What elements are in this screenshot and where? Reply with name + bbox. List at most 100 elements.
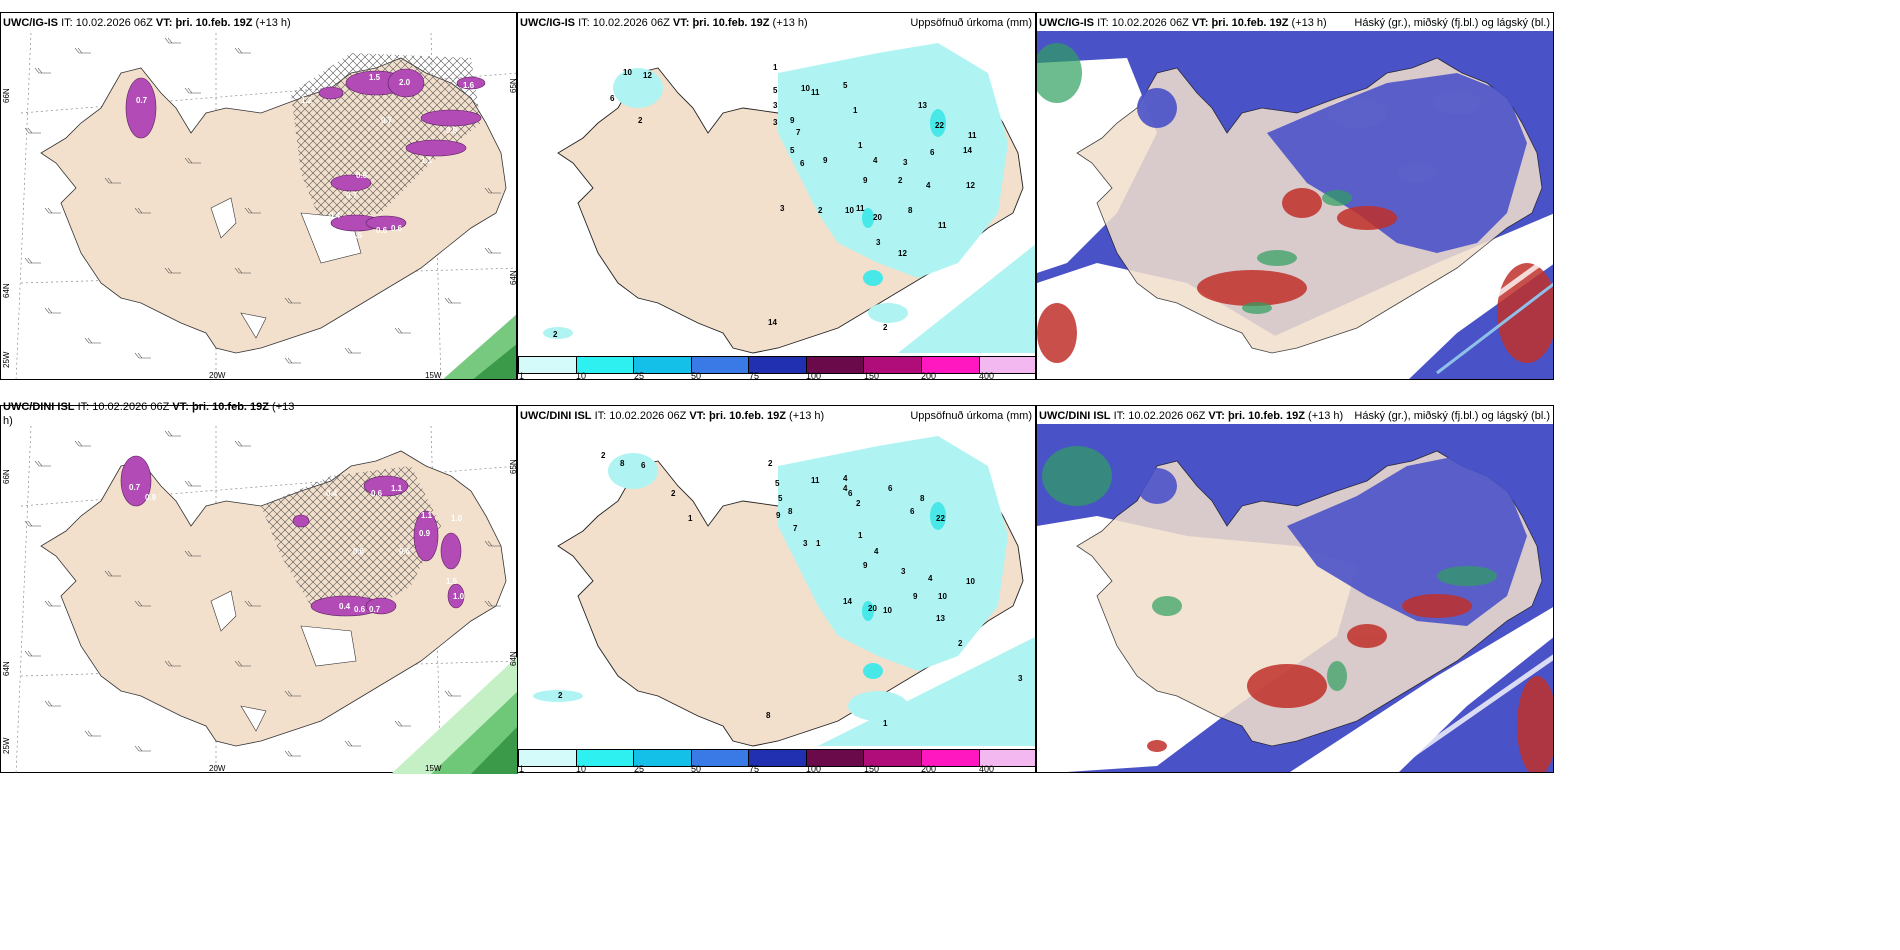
legend-label: 50 [691,371,702,380]
value-label: 0.6 [354,605,366,614]
value-label: 14 [963,146,972,155]
lon-label: 20W [209,764,226,773]
value-label: 13 [918,101,927,110]
lon-label: 15W [425,371,442,380]
value-label: 2 [558,691,563,700]
value-label: 3 [803,539,808,548]
value-label: 2.0 [399,78,411,87]
value-label: 1 [773,63,778,72]
legend-label: 75 [749,764,760,773]
precip-areas [543,43,1035,353]
value-label: 0.6 [353,547,365,556]
snow-value-labels: 0.7 0.9 0.4 0.6 1.1 0.6 0.6 0.9 1.0 1.1 … [129,483,465,614]
value-label: 11 [811,88,820,97]
value-label: 8 [908,206,913,215]
value-label: 1.6 [463,81,475,90]
high-cloud-areas [1037,43,1352,314]
value-label: 10 [938,592,947,601]
value-label: 1.1 [421,156,433,165]
legend-label: 150 [864,764,880,773]
value-label: 6 [910,507,915,516]
value-label: 2 [671,489,676,498]
value-label: 6 [848,489,853,498]
value-label: 11 [968,131,977,140]
value-label: 4 [843,474,848,483]
value-label: 4 [873,156,878,165]
value-label: 2 [856,499,861,508]
value-label: 8 [920,494,925,503]
value-label: 7 [796,128,801,137]
snow-areas [125,68,486,232]
panel-right-title: Háský (gr.), miðský (fj.bl.) og lágský (… [1354,410,1550,422]
value-label: 1.0 [451,514,463,523]
legend-label: 100 [806,764,822,773]
value-label: 1 [858,141,863,150]
low-cloud-areas [1037,188,1553,363]
panel-right-title: Uppsöfnuð úrkoma (mm) [910,17,1032,29]
panel-title: UWC/DINI ISL IT: 10.02.2026 06Z VT: þri.… [3,401,295,427]
wind-snow-map-top: UWC/IG-IS IT: 10.02.2026 06Z VT: þri. 10… [0,12,517,380]
panel-right-title: Uppsöfnuð úrkoma (mm) [910,410,1032,422]
cloud-map-bottom: UWC/DINI ISL IT: 10.02.2026 06Z VT: þri.… [1036,405,1554,773]
value-label: 1 [858,531,863,540]
value-label: 4 [843,484,848,493]
value-label: 0.6 [376,226,388,235]
value-label: 0.4 [326,489,338,498]
value-label: 0.6 [391,224,403,233]
value-label: 5 [773,86,778,95]
value-label: 22 [935,121,944,130]
value-label: 1.5 [446,577,458,586]
precip-value-labels: 2 8 6 2 1 2 5 11 4 6 7 5 9 8 3 4 2 6 8 2… [558,451,1023,728]
legend-label: 10 [576,764,587,773]
lat-label: 64N [2,283,11,298]
value-label: 1.0 [453,592,465,601]
value-label: 20 [873,213,882,222]
panel-title: UWC/IG-IS IT: 10.02.2026 06Z VT: þri. 10… [3,17,291,29]
value-label: 0.5 [351,231,363,240]
value-label: 1.5 [369,73,381,82]
value-label: 1 [883,719,888,728]
value-label: 11 [856,204,865,213]
value-label: 13 [936,614,945,623]
value-label: 0.7 [136,96,148,105]
panel-title: UWC/DINI ISL IT: 10.02.2026 06Z VT: þri.… [520,410,825,422]
lat-label: 66N [2,469,11,484]
value-label: 5 [790,146,795,155]
precip-map-canvas: 2 8 6 2 1 2 5 11 4 6 7 5 9 8 3 4 2 6 8 2… [533,436,1035,747]
value-label: 0.6 [356,171,368,180]
value-label: 8 [766,711,771,720]
value-label: 2 [958,639,963,648]
value-label: 2 [553,330,558,339]
value-label: 6 [800,159,805,168]
value-label: 20 [868,604,877,613]
legend-label: 200 [921,764,937,773]
legend-label: 25 [634,764,645,773]
legend-label: 400 [979,371,995,380]
precip-map-canvas: 10 12 6 2 1 5 3 10 11 5 3 9 7 5 6 9 1 1 … [543,43,1035,354]
value-label: 4 [928,574,933,583]
legend-label: 1 [519,371,525,380]
value-label: 9 [863,176,868,185]
value-label: 11 [938,221,947,230]
value-label: 10 [845,206,854,215]
high-cloud-areas [1042,446,1497,691]
value-label: 8 [620,459,625,468]
value-label: 0.4 [339,602,351,611]
value-label: 10 [801,84,810,93]
lat-label: 66N [2,88,11,103]
value-label: 1 [688,514,693,523]
value-label: 2 [898,176,903,185]
legend-label: 200 [921,371,937,380]
snow-areas [120,455,465,617]
value-label: 0.6 [371,489,383,498]
wind-map-canvas: 0.7 0.9 0.4 0.6 1.1 0.6 0.6 0.9 1.0 1.1 … [15,425,518,774]
value-label: 10 [623,68,632,77]
value-label: 1.1 [421,511,433,520]
value-label: 3 [903,158,908,167]
value-label: 10 [883,606,892,615]
panel-title: UWC/IG-IS IT: 10.02.2026 06Z VT: þri. 10… [520,17,808,29]
value-label: 2 [601,451,606,460]
value-label: 0.7 [346,191,358,200]
legend-label: 25 [634,371,645,380]
value-label: 12 [966,181,975,190]
